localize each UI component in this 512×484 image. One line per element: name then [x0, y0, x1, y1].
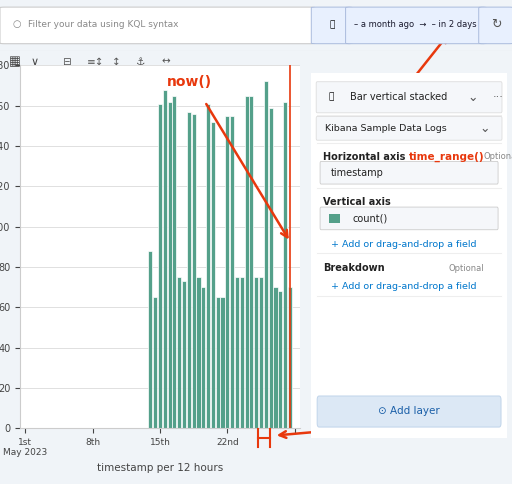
Bar — [197, 277, 201, 428]
Text: time_range(): time_range() — [409, 151, 485, 162]
Bar — [283, 102, 287, 428]
Text: Vertical axis: Vertical axis — [323, 197, 391, 207]
Text: – a month ago  →  – in 2 days: – a month ago → – in 2 days — [354, 20, 477, 29]
Text: Kibana Sample Data Logs: Kibana Sample Data Logs — [325, 123, 447, 133]
Text: ⊙ Add layer: ⊙ Add layer — [378, 407, 440, 416]
Bar — [269, 107, 273, 428]
Text: interval(): interval() — [343, 422, 416, 435]
Text: ···: ··· — [493, 92, 504, 102]
Bar — [167, 102, 172, 428]
Text: 📅: 📅 — [329, 20, 334, 29]
Bar — [329, 213, 339, 223]
FancyBboxPatch shape — [317, 396, 501, 427]
Text: now(): now() — [167, 76, 212, 89]
Text: Optional: Optional — [448, 264, 484, 272]
FancyBboxPatch shape — [316, 117, 502, 140]
Text: ⊟: ⊟ — [62, 57, 71, 67]
Text: ↻: ↻ — [491, 18, 501, 31]
Bar — [201, 287, 205, 428]
Text: 📊: 📊 — [329, 92, 334, 102]
Text: ∨: ∨ — [31, 57, 39, 67]
Text: + Add or drag-and-drop a field: + Add or drag-and-drop a field — [331, 240, 476, 249]
Text: count(): count() — [352, 213, 388, 224]
Text: + Add or drag-and-drop a field: + Add or drag-and-drop a field — [331, 282, 476, 291]
Bar — [211, 122, 215, 428]
Text: Filter your data using KQL syntax: Filter your data using KQL syntax — [28, 20, 179, 29]
Text: ⌄: ⌄ — [480, 121, 490, 135]
Text: ○: ○ — [13, 19, 22, 30]
FancyBboxPatch shape — [320, 207, 498, 230]
FancyBboxPatch shape — [316, 82, 502, 113]
Text: Breakdown: Breakdown — [323, 263, 385, 273]
Bar — [245, 95, 249, 428]
Bar — [264, 81, 268, 428]
Bar — [216, 297, 220, 428]
Text: Bar vertical stacked: Bar vertical stacked — [350, 92, 447, 102]
X-axis label: timestamp per 12 hours: timestamp per 12 hours — [97, 463, 223, 473]
FancyBboxPatch shape — [0, 7, 315, 44]
FancyBboxPatch shape — [311, 7, 352, 44]
FancyBboxPatch shape — [346, 7, 486, 44]
Bar — [240, 277, 244, 428]
Text: ↕: ↕ — [112, 57, 120, 67]
Bar — [173, 95, 177, 428]
Bar — [191, 114, 196, 428]
Bar — [278, 291, 282, 428]
Text: timestamp: timestamp — [331, 168, 383, 178]
FancyBboxPatch shape — [479, 7, 512, 44]
Bar — [163, 90, 167, 428]
Text: ⚓: ⚓ — [136, 57, 145, 67]
Bar — [182, 281, 186, 428]
Bar — [249, 95, 253, 428]
Bar — [206, 104, 210, 428]
Text: ↔: ↔ — [161, 57, 170, 67]
Bar — [235, 277, 239, 428]
Text: Optional: Optional — [483, 152, 512, 161]
FancyBboxPatch shape — [320, 161, 498, 184]
Text: ≡↕: ≡↕ — [87, 57, 104, 67]
Text: ⌄: ⌄ — [468, 91, 478, 104]
Bar — [288, 287, 292, 428]
Bar — [225, 116, 229, 428]
Bar — [259, 277, 263, 428]
FancyBboxPatch shape — [309, 69, 509, 442]
Bar — [177, 277, 181, 428]
Text: Horizontal axis: Horizontal axis — [323, 151, 406, 162]
Bar — [153, 297, 157, 428]
Bar — [148, 251, 153, 428]
Text: ▦: ▦ — [9, 55, 21, 68]
Bar — [254, 277, 258, 428]
Bar — [230, 116, 234, 428]
Bar — [187, 112, 191, 428]
Bar — [273, 287, 278, 428]
Bar — [221, 297, 225, 428]
Bar — [158, 104, 162, 428]
